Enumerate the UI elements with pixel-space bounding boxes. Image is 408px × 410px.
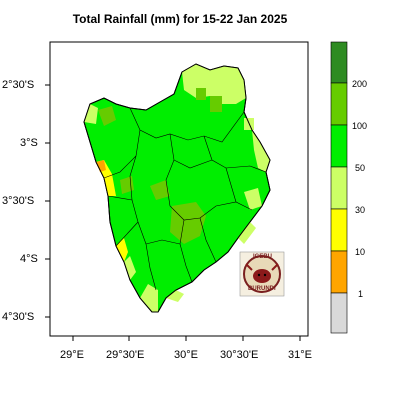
colorbar-label: 1: [358, 289, 364, 299]
y-tick-label: 3°30'S: [2, 195, 35, 207]
x-tick-label: 31°E: [288, 349, 312, 361]
plot-frame: [49, 41, 309, 337]
x-tick-label: 30°E: [174, 349, 198, 361]
y-tick-label: 3°S: [20, 137, 38, 149]
x-tick-label: 29°E: [60, 349, 84, 361]
logo-text-bottom: BURUNDI: [248, 286, 276, 292]
y-tick-label: 2°30'S: [2, 79, 35, 91]
x-tick-label: 29°30'E: [106, 349, 145, 361]
colorbar: [330, 41, 348, 334]
map-title: Total Rainfall (mm) for 15-22 Jan 2025: [72, 12, 288, 26]
logo-text-top: IGEBU: [253, 254, 273, 260]
colorbar-label: 200: [352, 79, 368, 89]
axis-ticks: [45, 84, 301, 341]
colorbar-label: 30: [355, 205, 366, 215]
colorbar-label: 50: [355, 163, 366, 173]
burundi-map: [83, 63, 271, 313]
y-tick-label: 4°30'S: [2, 311, 35, 323]
y-tick-label: 4°S: [20, 253, 38, 265]
colorbar-label: 10: [355, 247, 366, 257]
x-tick-label: 30°30'E: [220, 349, 259, 361]
colorbar-label: 100: [352, 121, 368, 131]
igebu-logo: [239, 251, 285, 297]
